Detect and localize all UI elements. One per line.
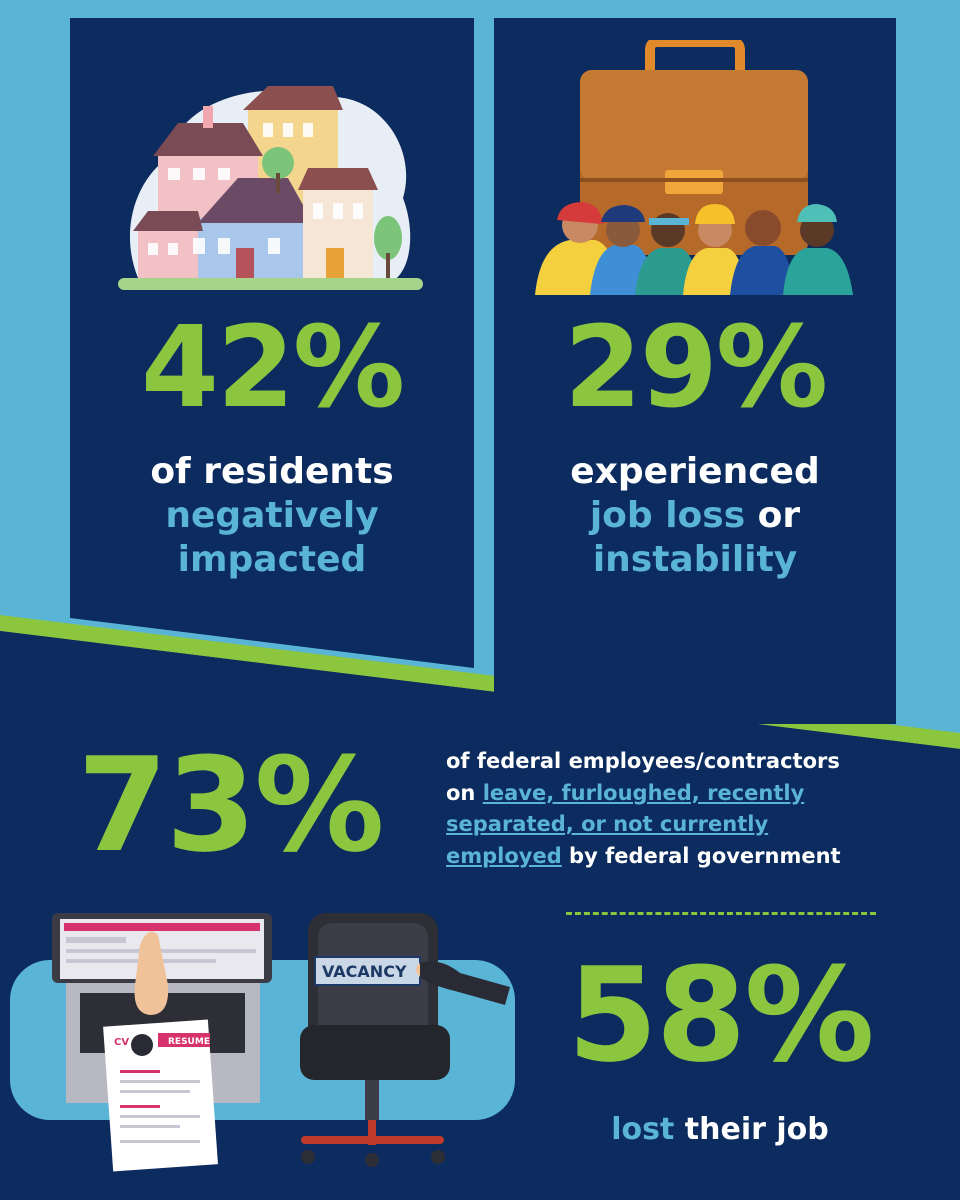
lost-caption-rest: their job — [674, 1112, 829, 1147]
briefcase-workers-illustration — [535, 40, 853, 295]
lost-caption: lost their job — [530, 1112, 910, 1149]
laptop-resume-vacancy-chair-illustration: RESUME CV VACANCY — [10, 913, 515, 1172]
residents-caption-line2: negatively — [165, 494, 379, 536]
federal-status-link-part2[interactable]: separated, or not currently — [446, 812, 769, 836]
residents-caption-line3: impacted — [177, 538, 367, 580]
federal-status-link-part3[interactable]: employed — [446, 843, 562, 868]
resume-label: RESUME — [168, 1037, 210, 1047]
jobs-caption-line3: instability — [592, 538, 798, 580]
federal-status-link-part1[interactable]: leave, furloughed, recently — [482, 780, 805, 805]
jobs-caption-highlight: job loss — [589, 494, 746, 536]
residents-caption: of residents negatively impacted — [70, 450, 474, 582]
jobs-caption-line2: job loss or — [494, 494, 896, 538]
jobs-caption: experienced job loss or instability — [494, 450, 896, 582]
jobs-stat-value: 29% — [563, 303, 828, 433]
office-chair-icon: VACANCY — [300, 913, 510, 1167]
residents-caption-line1: of residents — [150, 451, 394, 492]
federal-caption: of federal employees/contractors on leav… — [446, 746, 926, 872]
cv-label: CV — [114, 1037, 129, 1048]
houses-illustration — [118, 86, 423, 290]
jobs-caption-or: or — [745, 494, 801, 536]
lost-caption-highlight: lost — [611, 1112, 675, 1147]
vacancy-sign-text: VACANCY — [322, 962, 407, 981]
federal-stat-value: 73% — [77, 729, 384, 881]
dashed-divider — [566, 912, 876, 915]
federal-caption-line4: employed by federal government — [446, 841, 926, 873]
lost-stat-value: 58% — [567, 939, 874, 1091]
federal-caption-on: on — [446, 780, 483, 805]
federal-caption-line3: separated, or not currently — [446, 809, 926, 841]
federal-caption-rest: by federal government — [561, 843, 841, 868]
resume-icon: RESUME CV — [103, 1019, 218, 1172]
federal-caption-line1: of federal employees/contractors — [446, 749, 840, 773]
residents-stat-value: 42% — [140, 303, 405, 433]
jobs-caption-line1: experienced — [570, 451, 820, 492]
federal-caption-line2: on leave, furloughed, recently — [446, 778, 926, 810]
